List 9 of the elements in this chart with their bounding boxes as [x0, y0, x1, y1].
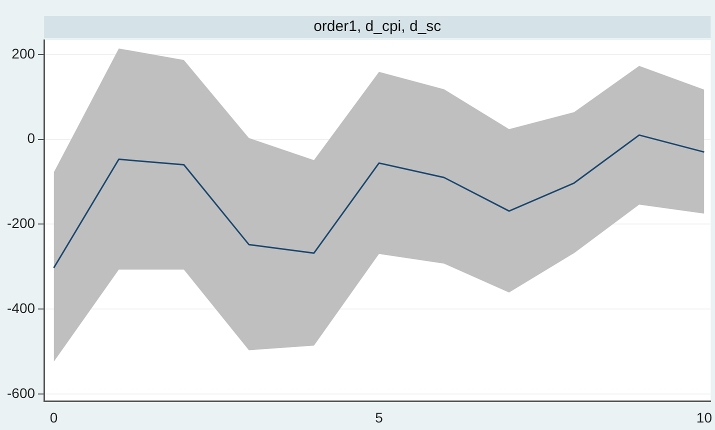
y-tick-label: 200 — [12, 45, 36, 62]
y-tick-label: 0 — [27, 130, 36, 146]
x-tick-label: 0 — [50, 409, 58, 426]
y-tick-label: -200 — [6, 215, 36, 232]
x-tick-label: 10 — [696, 409, 712, 426]
y-tick-label: -600 — [6, 384, 36, 401]
chart-title: order1, d_cpi, d_sc — [314, 18, 442, 36]
y-tick-label: -400 — [6, 300, 36, 316]
x-tick-label: 5 — [375, 409, 384, 426]
